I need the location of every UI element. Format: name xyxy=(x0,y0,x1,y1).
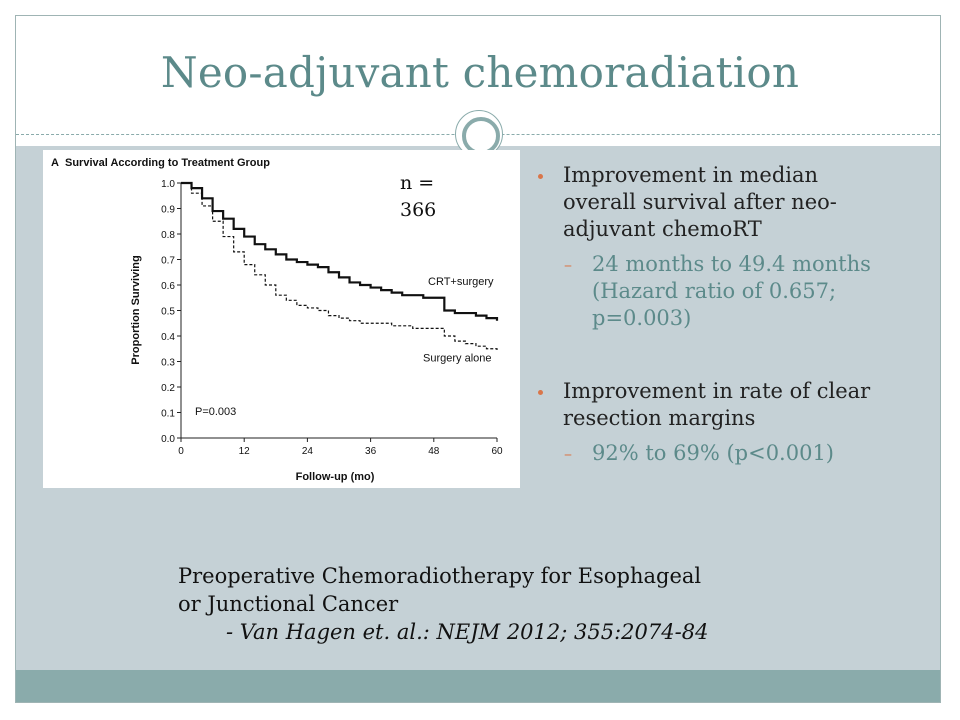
series-surgery-alone-line xyxy=(181,182,498,352)
reference-caption: Preoperative Chemoradiotherapy for Esoph… xyxy=(178,562,708,646)
bullet-list: Improvement in median overall survival a… xyxy=(535,162,875,467)
series-crt-surgery-line xyxy=(181,181,499,321)
survival-chart: A Survival According to Treatment Group … xyxy=(43,150,520,488)
y-tick-label: 0.9 xyxy=(161,205,175,216)
x-tick-label: 48 xyxy=(428,446,440,457)
y-axis-label: Proportion Surviving xyxy=(130,255,142,364)
footer-band xyxy=(16,670,940,702)
chart-panel-label: A xyxy=(51,157,59,169)
x-tick-label: 0 xyxy=(178,446,184,457)
y-tick-label: 0.4 xyxy=(161,332,175,343)
y-tick-label: 0.6 xyxy=(161,281,175,292)
legend-surgery-alone: Surgery alone xyxy=(423,353,492,365)
caption-line-2: or Junctional Cancer xyxy=(178,592,399,616)
y-tick-label: 0.8 xyxy=(161,230,175,241)
y-tick-label: 0.5 xyxy=(161,307,175,318)
y-tick-label: 0.3 xyxy=(161,358,175,369)
citation: - Van Hagen et. al.: NEJM 2012; 355:2074… xyxy=(226,620,709,644)
slide-title: Neo-adjuvant chemoradiation xyxy=(160,48,800,97)
x-tick-label: 60 xyxy=(491,446,503,457)
bullet-margins: Improvement in rate of clear resection m… xyxy=(535,378,875,432)
chart-title: Survival According to Treatment Group xyxy=(65,157,270,169)
y-tick-label: 0.0 xyxy=(161,434,175,445)
p-value-annotation: P=0.003 xyxy=(195,406,236,418)
sample-size-label: n = 366 xyxy=(400,172,437,221)
caption-line-1: Preoperative Chemoradiotherapy for Esoph… xyxy=(178,564,702,588)
slide-frame xyxy=(15,15,941,703)
sub-bullet-survival: 24 months to 49.4 months (Hazard ratio o… xyxy=(535,251,875,332)
survival-chart-svg: A Survival According to Treatment Group … xyxy=(51,157,503,483)
x-axis-label: Follow-up (mo) xyxy=(296,471,375,483)
y-tick-label: 0.2 xyxy=(161,383,175,394)
y-tick-label: 0.1 xyxy=(161,409,175,420)
x-tick-label: 12 xyxy=(239,446,251,457)
x-tick-label: 24 xyxy=(302,446,314,457)
bullet-survival: Improvement in median overall survival a… xyxy=(535,162,875,243)
legend-crt-surgery: CRT+surgery xyxy=(428,276,494,288)
y-tick-label: 0.7 xyxy=(161,256,175,267)
sub-bullet-margins: 92% to 69% (p<0.001) xyxy=(535,440,875,467)
y-tick-label: 1.0 xyxy=(161,179,175,190)
x-tick-label: 36 xyxy=(365,446,377,457)
